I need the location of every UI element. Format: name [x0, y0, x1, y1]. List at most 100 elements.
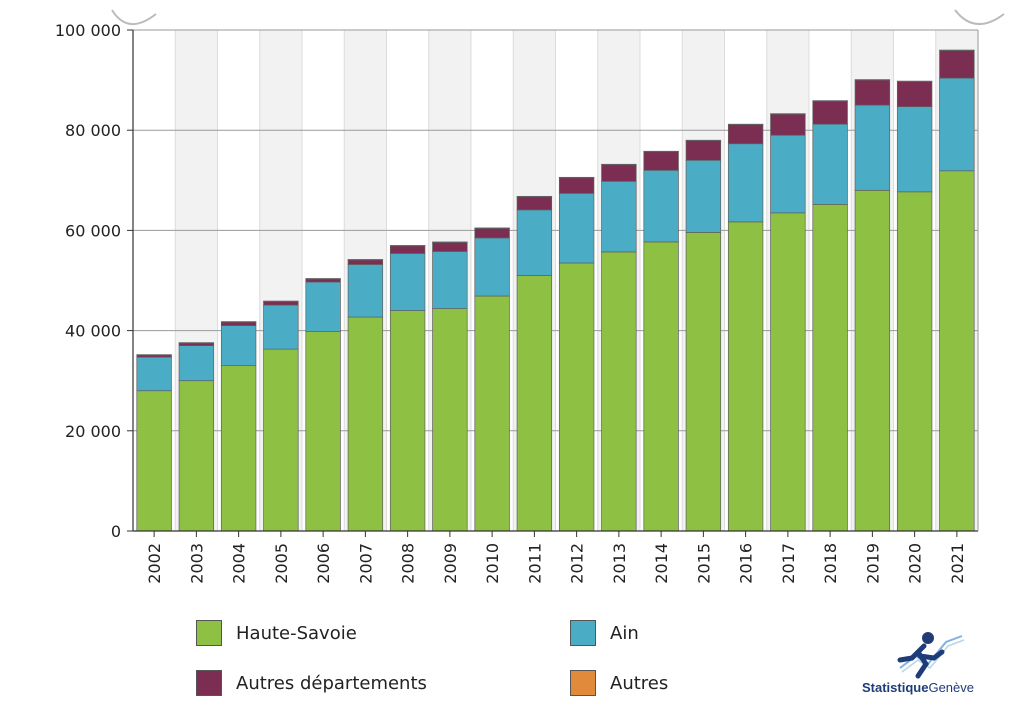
bar-autres-2020 — [896, 80, 933, 82]
bar-autres-2011 — [516, 195, 553, 198]
bar-autres-2013 — [601, 163, 637, 166]
bar-autres-d-partements-2014 — [643, 151, 679, 171]
x-tick-label: 2013 — [610, 543, 629, 584]
y-tick-label: 60 000 — [65, 221, 121, 240]
bar-ain-2020 — [896, 106, 933, 193]
bar-autres-2006 — [305, 278, 341, 280]
bar-ain-2007 — [347, 264, 384, 318]
bar-autres-d-partements-2007 — [347, 259, 384, 265]
bar-autres-d-partements-2013 — [601, 164, 637, 182]
bar-ain-2011 — [516, 209, 553, 276]
bar-autres-d-partements-2012 — [558, 177, 595, 194]
logo-text-light: Genève — [928, 680, 975, 695]
bar-haute-savoie-2013 — [601, 251, 637, 532]
x-tick-label: 2006 — [314, 543, 333, 584]
bar-haute-savoie-2008 — [389, 310, 426, 532]
logo-text: StatistiqueGenève — [862, 680, 992, 695]
bar-autres-2018 — [812, 100, 848, 102]
x-tick-label: 2016 — [737, 543, 756, 584]
bar-autres-2019 — [854, 79, 891, 81]
x-tick-label: 2021 — [948, 543, 967, 584]
bar-ain-2013 — [601, 180, 637, 253]
bar-ain-2002 — [136, 356, 172, 392]
x-tick-label: 2010 — [483, 543, 502, 584]
bar-haute-savoie-2004 — [220, 365, 257, 532]
x-tick-label: 2011 — [525, 543, 544, 584]
bar-autres-d-partements-2016 — [727, 124, 764, 145]
bar-autres-2016 — [727, 123, 764, 126]
bar-ain-2004 — [220, 325, 257, 367]
bar-haute-savoie-2015 — [685, 232, 722, 532]
bar-haute-savoie-2019 — [854, 189, 891, 532]
bar-ain-2016 — [727, 143, 764, 223]
bar-ain-2014 — [643, 169, 679, 243]
bar-ain-2018 — [812, 123, 848, 205]
bar-autres-d-partements-2008 — [389, 245, 426, 254]
bar-autres-2005 — [263, 300, 299, 302]
x-tick-label: 2009 — [441, 543, 460, 584]
bar-autres-2004 — [220, 321, 257, 323]
bar-ain-2009 — [432, 251, 468, 309]
y-tick-label: 100 000 — [55, 21, 121, 40]
logo-text-bold: Statistique — [862, 680, 929, 695]
x-tick-label: 2004 — [230, 543, 249, 584]
x-tick-label: 2007 — [356, 543, 375, 584]
bar-haute-savoie-2009 — [432, 308, 468, 532]
corner-arc-right — [954, 9, 1005, 25]
bar-haute-savoie-2018 — [812, 203, 848, 532]
bar-autres-2017 — [770, 113, 806, 115]
bar-autres-d-partements-2015 — [685, 140, 722, 161]
bar-ain-2003 — [178, 345, 215, 382]
bar-autres-2008 — [389, 245, 426, 247]
corner-arc-left — [111, 9, 157, 25]
bar-autres-2015 — [685, 139, 722, 142]
bar-autres-2007 — [347, 259, 384, 261]
bar-ain-2005 — [263, 304, 299, 350]
bar-haute-savoie-2003 — [178, 380, 215, 532]
bar-haute-savoie-2017 — [770, 212, 806, 532]
x-tick-label: 2019 — [863, 543, 882, 584]
bar-ain-2010 — [474, 237, 510, 297]
x-tick-label: 2002 — [145, 543, 164, 584]
bar-haute-savoie-2011 — [516, 275, 553, 532]
bar-autres-2021 — [939, 49, 975, 51]
x-tick-label: 2014 — [652, 543, 671, 584]
bar-autres-d-partements-2018 — [812, 100, 848, 125]
x-tick-label: 2005 — [272, 543, 291, 584]
bar-autres-d-partements-2010 — [474, 228, 510, 239]
bar-haute-savoie-2016 — [727, 221, 764, 532]
bar-haute-savoie-2020 — [896, 191, 933, 532]
bar-haute-savoie-2006 — [305, 331, 341, 532]
x-tick-label: 2012 — [568, 543, 587, 584]
bar-autres-2009 — [432, 241, 468, 243]
x-tick-label: 2015 — [694, 543, 713, 584]
bar-haute-savoie-2002 — [136, 390, 172, 532]
bar-ain-2012 — [558, 192, 595, 264]
y-tick-label: 40 000 — [65, 322, 121, 341]
bar-haute-savoie-2012 — [558, 262, 595, 532]
bar-autres-2003 — [178, 342, 215, 344]
bar-haute-savoie-2014 — [643, 241, 679, 532]
bar-haute-savoie-2021 — [939, 170, 975, 532]
x-tick-label: 2008 — [399, 543, 418, 584]
bar-autres-2012 — [558, 176, 595, 179]
bar-haute-savoie-2010 — [474, 295, 510, 532]
bar-autres-d-partements-2009 — [432, 242, 468, 252]
bar-haute-savoie-2005 — [263, 348, 299, 532]
bar-ain-2021 — [939, 77, 975, 172]
x-tick-label: 2020 — [906, 543, 925, 584]
x-tick-label: 2017 — [779, 543, 798, 584]
y-tick-label: 80 000 — [65, 121, 121, 140]
x-tick-label: 2018 — [821, 543, 840, 584]
bar-ain-2017 — [770, 134, 806, 214]
bar-ain-2019 — [854, 104, 891, 191]
bar-autres-2002 — [136, 354, 172, 356]
bar-ain-2006 — [305, 281, 341, 332]
bar-autres-d-partements-2006 — [305, 278, 341, 283]
bar-autres-d-partements-2017 — [770, 113, 806, 136]
bar-autres-d-partements-2011 — [516, 196, 553, 211]
bar-autres-2010 — [474, 227, 510, 229]
y-tick-label: 0 — [111, 522, 121, 541]
bar-autres-2014 — [643, 150, 679, 153]
